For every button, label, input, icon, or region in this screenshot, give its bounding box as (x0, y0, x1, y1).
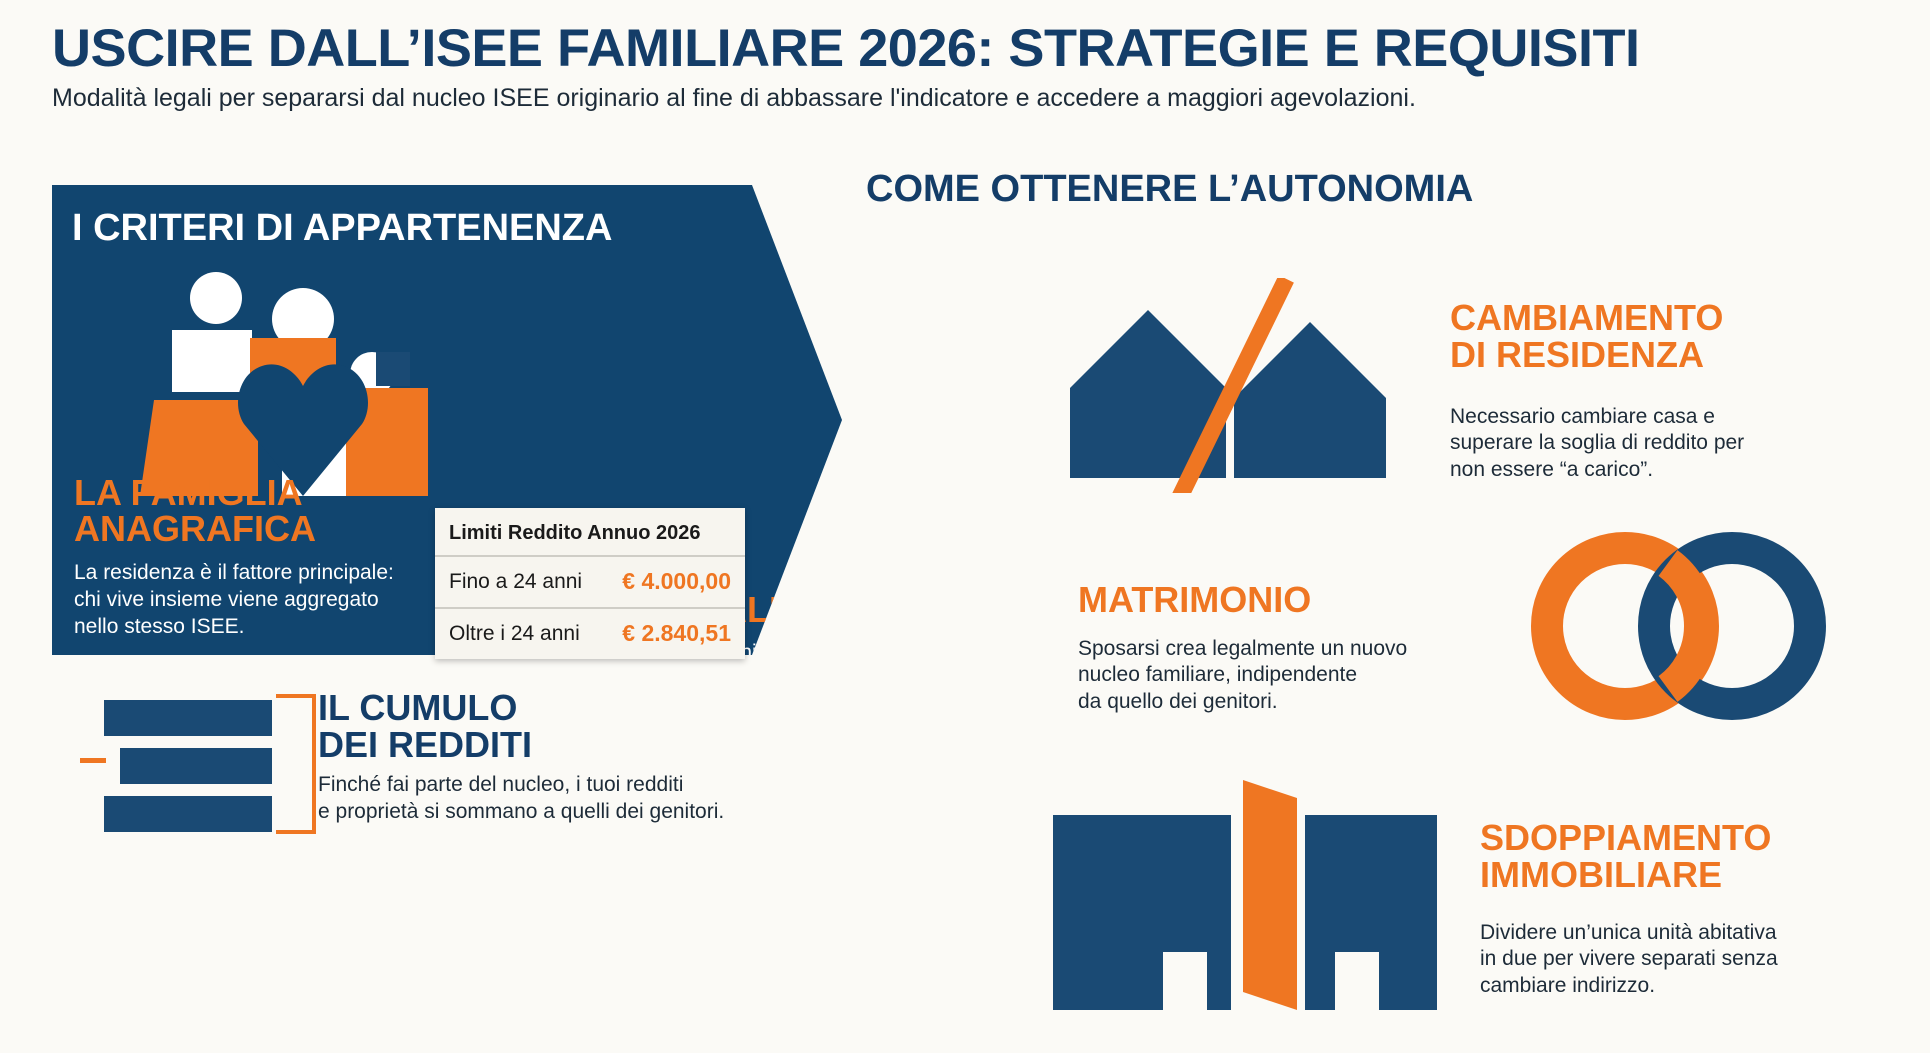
wedding-rings-icon (1531, 532, 1826, 720)
cambiamento-body-line1: Necessario cambiare casa e (1450, 405, 1715, 428)
table-header: Limiti Reddito Annuo 2026 (449, 522, 701, 544)
famiglia-anagrafica-title: LA FAMIGLIA ANAGRAFICA (74, 475, 444, 547)
cumulo-title: IL CUMULO DEI REDDITI (318, 687, 718, 765)
sdoppiamento-body-line2: in due per vivere separati senza (1480, 947, 1778, 971)
table-row-value: € 2.840,51 (622, 620, 731, 646)
table-row: Oltre i 24 anni € 2.840,51 (435, 607, 745, 659)
table-row-label: Oltre i 24 anni (449, 621, 580, 645)
sdoppiamento-body-line3: cambiare indirizzo. (1480, 973, 1656, 997)
sdoppiamento-body: Dividere un’unica unità abitativa in due… (1480, 920, 1910, 999)
matrimonio-body: Sposarsi crea legalmente un nuovo nucleo… (1078, 636, 1558, 715)
income-limits-table: Limiti Reddito Annuo 2026 Fino a 24 anni… (435, 508, 745, 659)
house-split-icon (1070, 278, 1386, 493)
matrimonio-title: MATRIMONIO (1078, 579, 1498, 620)
cambiamento-title-line1: CAMBIAMENTO (1450, 297, 1724, 338)
cumulo-title-line1: IL CUMULO (318, 687, 518, 728)
cambiamento-body-line3: non essere “a carico”. (1450, 457, 1654, 481)
sdoppiamento-body-line1: Dividere un’unica unità abitativa (1480, 921, 1777, 944)
matrimonio-body-line1: Sposarsi crea legalmente un nuovo (1078, 637, 1408, 660)
matrimonio-title-line1: MATRIMONIO (1078, 579, 1312, 620)
famiglia-body-line2: chi vive insieme viene aggregato (74, 587, 379, 611)
famiglia-title-line2: ANAGRAFICA (74, 508, 316, 549)
famiglia-anagrafica-body: La residenza è il fattore principale: ch… (74, 560, 464, 641)
matrimonio-body-line2: nucleo familiare, indipendente (1078, 663, 1358, 687)
family-icon (132, 260, 432, 510)
cumulo-title-line2: DEI REDDITI (318, 723, 533, 765)
split-building-icon (1053, 780, 1437, 1010)
page-subtitle: Modalità legali per separarsi dal nucleo… (52, 84, 1416, 112)
sdoppiamento-title: SDOPPIAMENTO IMMOBILIARE (1480, 817, 1900, 895)
cambiamento-residenza-title: CAMBIAMENTO DI RESIDENZA (1450, 297, 1870, 375)
left-panel-heading: I CRITERI DI APPARTENENZA (72, 207, 613, 249)
cumulo-body-line1: Finché fai parte del nucleo, i tuoi redd… (318, 773, 684, 796)
matrimonio-body-line3: da quello dei genitori. (1078, 689, 1278, 713)
sdoppiamento-title-line2: IMMOBILIARE (1480, 853, 1722, 895)
cambiamento-residenza-body: Necessario cambiare casa e superare la s… (1450, 404, 1870, 483)
cumulo-body: Finché fai parte del nucleo, i tuoi redd… (318, 772, 838, 826)
table-row: Fino a 24 anni € 4.000,00 (435, 555, 745, 607)
page-title: USCIRE DALL’ISEE FAMILIARE 2026: STRATEG… (52, 19, 1640, 78)
table-row-label: Fino a 24 anni (449, 569, 583, 593)
cumulo-bars-icon (80, 690, 316, 850)
table-row-value: € 4.000,00 (622, 568, 731, 594)
cumulo-body-line2: e proprietà si sommano a quelli dei geni… (318, 799, 725, 823)
famiglia-title-line1: LA FAMIGLIA (74, 472, 303, 513)
cambiamento-body-line2: superare la soglia di reddito per (1450, 431, 1745, 455)
heart-icon (238, 364, 368, 496)
right-panel-heading: COME OTTENERE L’AUTONOMIA (866, 168, 1474, 210)
famiglia-body-line1: La residenza è il fattore principale: (74, 561, 394, 584)
sdoppiamento-title-line1: SDOPPIAMENTO (1480, 817, 1772, 858)
famiglia-body-line3: nello stesso ISEE. (74, 614, 245, 638)
cambiamento-title-line2: DI RESIDENZA (1450, 333, 1705, 375)
